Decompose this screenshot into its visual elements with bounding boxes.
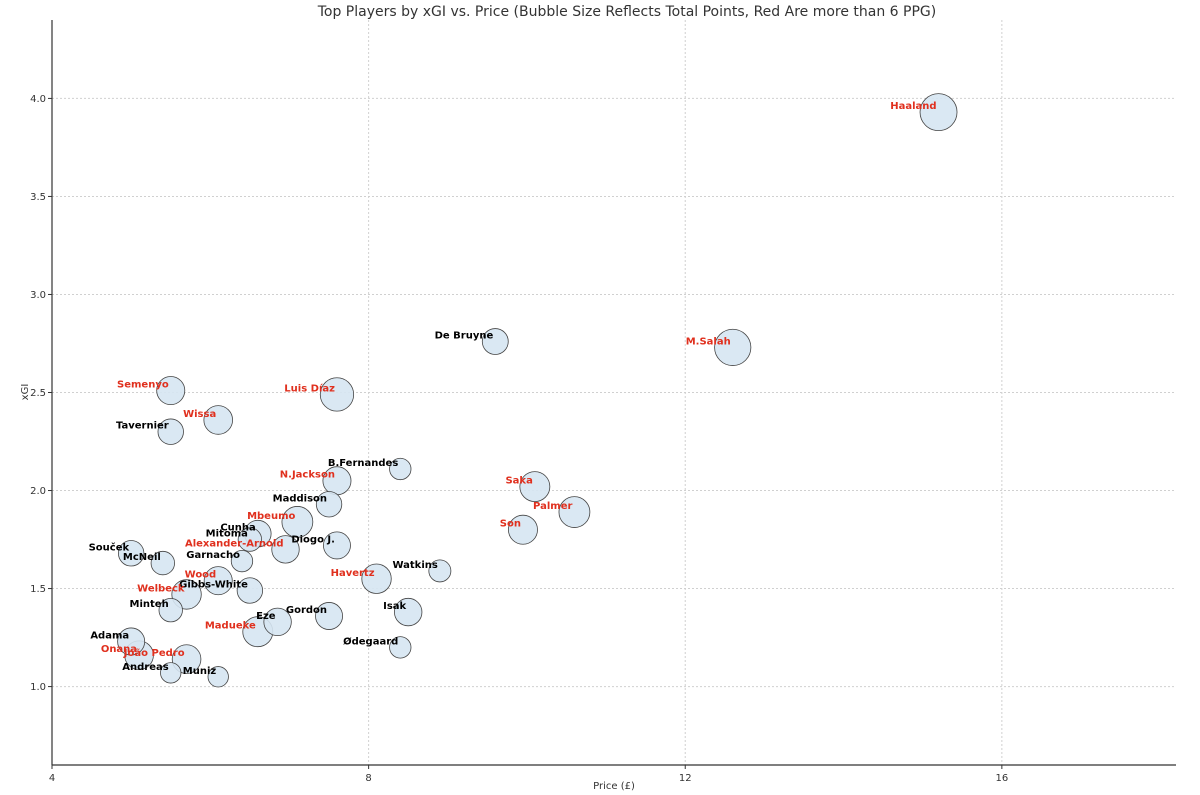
y-tick-label: 1.5 <box>30 584 46 595</box>
bubble <box>389 636 412 659</box>
x-tick-label: 16 <box>995 773 1008 784</box>
point-label: Isak <box>383 601 406 612</box>
point-label: M.Salah <box>686 336 731 347</box>
point-label: Madueke <box>205 621 256 632</box>
bubble <box>156 376 186 405</box>
point-label: Semenyo <box>117 380 169 391</box>
point-label: Diogo J. <box>291 534 335 545</box>
bubble <box>389 457 412 481</box>
point-label: Mitoma <box>206 529 248 540</box>
point-label: Havertz <box>331 568 375 579</box>
point-label: Muniz <box>183 666 217 677</box>
bubble <box>281 506 314 538</box>
point-label: B.Fernandes <box>328 458 398 469</box>
point-label: Andreas <box>122 662 168 673</box>
point-label: Watkins <box>392 560 437 571</box>
point-label: Tavernier <box>116 421 169 432</box>
y-tick-label: 1.0 <box>30 682 46 693</box>
bubble <box>203 566 233 596</box>
bubble <box>158 597 183 623</box>
x-tick-label: 12 <box>679 773 692 784</box>
bubble <box>558 496 591 528</box>
point-label: João Pedro <box>123 648 185 659</box>
point-label: Cunha <box>220 523 255 534</box>
bubble <box>271 535 300 564</box>
point-label: N.Jackson <box>280 470 335 481</box>
bubble <box>263 607 292 637</box>
bubble <box>428 559 452 583</box>
y-axis-label: xGI <box>20 384 31 401</box>
y-tick-label: 4.0 <box>30 94 46 105</box>
bubble <box>117 627 146 656</box>
bubble <box>157 418 184 445</box>
bubble <box>519 471 551 503</box>
x-tick-label: 4 <box>49 773 55 784</box>
point-label: Wissa <box>183 409 216 420</box>
grid-lines <box>52 20 1176 765</box>
bubble <box>394 597 423 627</box>
bubble <box>323 531 351 560</box>
bubble <box>319 377 355 412</box>
point-label: Gibbs-White <box>179 580 248 591</box>
bubble <box>481 328 509 355</box>
point-label: Adama <box>90 630 129 641</box>
x-tick-label: 8 <box>365 773 371 784</box>
axes <box>51 20 1176 766</box>
point-label: Maddison <box>273 493 327 504</box>
point-label: Ødegaard <box>343 635 398 647</box>
axis-ticks: 4 8 12 16 1.0 1.5 2.0 2.5 3.0 3.5 4.0 <box>30 94 1008 784</box>
point-label: Welbeck <box>137 583 185 594</box>
point-label: Gordon <box>286 605 327 616</box>
bubble <box>508 514 538 545</box>
point-label: Palmer <box>533 501 572 512</box>
bubble <box>150 550 175 576</box>
point-label: Souček <box>89 541 130 553</box>
point-label: Alexander-Arnold <box>185 538 284 549</box>
y-tick-label: 3.5 <box>30 192 46 203</box>
point-label: Onana <box>101 644 137 655</box>
point-labels: Haaland M.Salah De Bruyne Luis Díaz Semenyo W… <box>89 101 937 677</box>
point-label: Saka <box>505 476 532 487</box>
x-axis-label: Price (£) <box>593 781 635 792</box>
bubble <box>361 563 392 594</box>
bubble <box>203 405 233 435</box>
y-tick-label: 2.5 <box>30 388 46 399</box>
bubble <box>117 540 145 567</box>
point-label: De Bruyne <box>435 331 494 342</box>
point-label: Wood <box>185 570 217 581</box>
bubble <box>171 644 202 674</box>
point-label: Son <box>500 519 521 530</box>
y-tick-label: 2.0 <box>30 486 46 497</box>
bubble <box>919 93 958 132</box>
point-label: Garnacho <box>186 550 240 561</box>
bubble <box>236 577 264 604</box>
point-label: Luis Díaz <box>284 382 335 394</box>
bubble <box>207 666 229 688</box>
bubble <box>160 662 182 684</box>
y-tick-label: 3.0 <box>30 290 46 301</box>
bubble <box>237 527 263 552</box>
point-label: Haaland <box>890 101 936 112</box>
point-label: Eze <box>256 611 276 622</box>
bubble <box>315 491 343 518</box>
bubble <box>230 549 254 573</box>
bubble <box>714 328 752 366</box>
point-label: Minteh <box>130 599 169 610</box>
bubbles <box>117 93 958 688</box>
point-label: McNeil <box>123 552 161 563</box>
chart-title: Top Players by xGI vs. Price (Bubble Siz… <box>317 4 937 20</box>
point-label: Mbeumo <box>247 511 295 522</box>
bubble <box>315 602 343 630</box>
